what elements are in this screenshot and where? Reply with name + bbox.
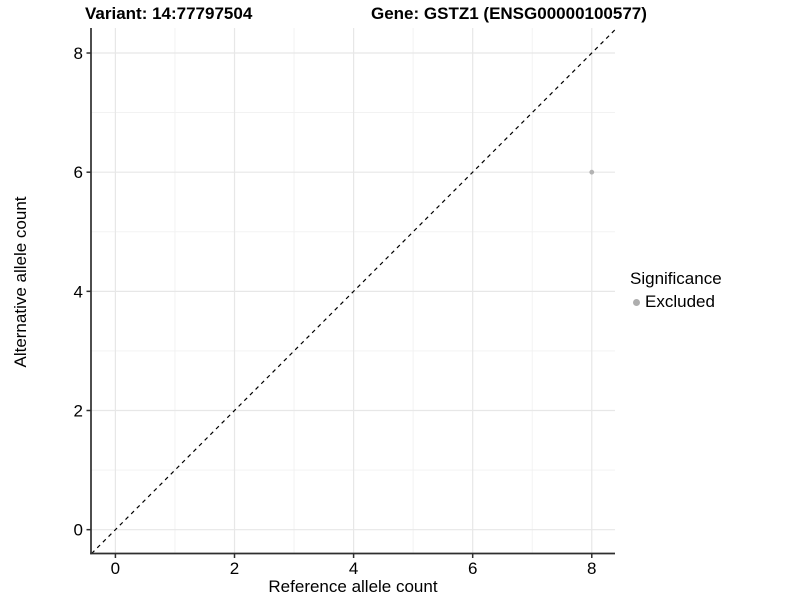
- y-tick-label: 8: [74, 44, 83, 63]
- x-tick-label: 0: [111, 559, 120, 578]
- legend-title: Significance: [630, 269, 722, 288]
- x-tick-label: 2: [230, 559, 239, 578]
- x-tick-label: 6: [468, 559, 477, 578]
- x-tick-label: 4: [349, 559, 358, 578]
- x-tick-label: 8: [587, 559, 596, 578]
- y-tick-label: 0: [74, 521, 83, 540]
- identity-line: [91, 29, 616, 554]
- legend-point-icon: [633, 298, 640, 306]
- x-axis-title: Reference allele count: [268, 577, 438, 596]
- data-point: [589, 169, 595, 175]
- legend-item-excluded: Excluded: [630, 292, 722, 312]
- legend-item-label: Excluded: [645, 292, 715, 311]
- y-tick-label: 4: [74, 282, 83, 301]
- plot-title-variant: Variant: 14:77797504: [85, 4, 253, 23]
- y-tick-label: 2: [74, 402, 83, 421]
- y-axis-title: Alternative allele count: [11, 196, 30, 368]
- y-tick-label: 6: [74, 163, 83, 182]
- legend: Significance Excluded: [630, 269, 722, 312]
- plot-title-gene: Gene: GSTZ1 (ENSG00000100577): [371, 4, 647, 23]
